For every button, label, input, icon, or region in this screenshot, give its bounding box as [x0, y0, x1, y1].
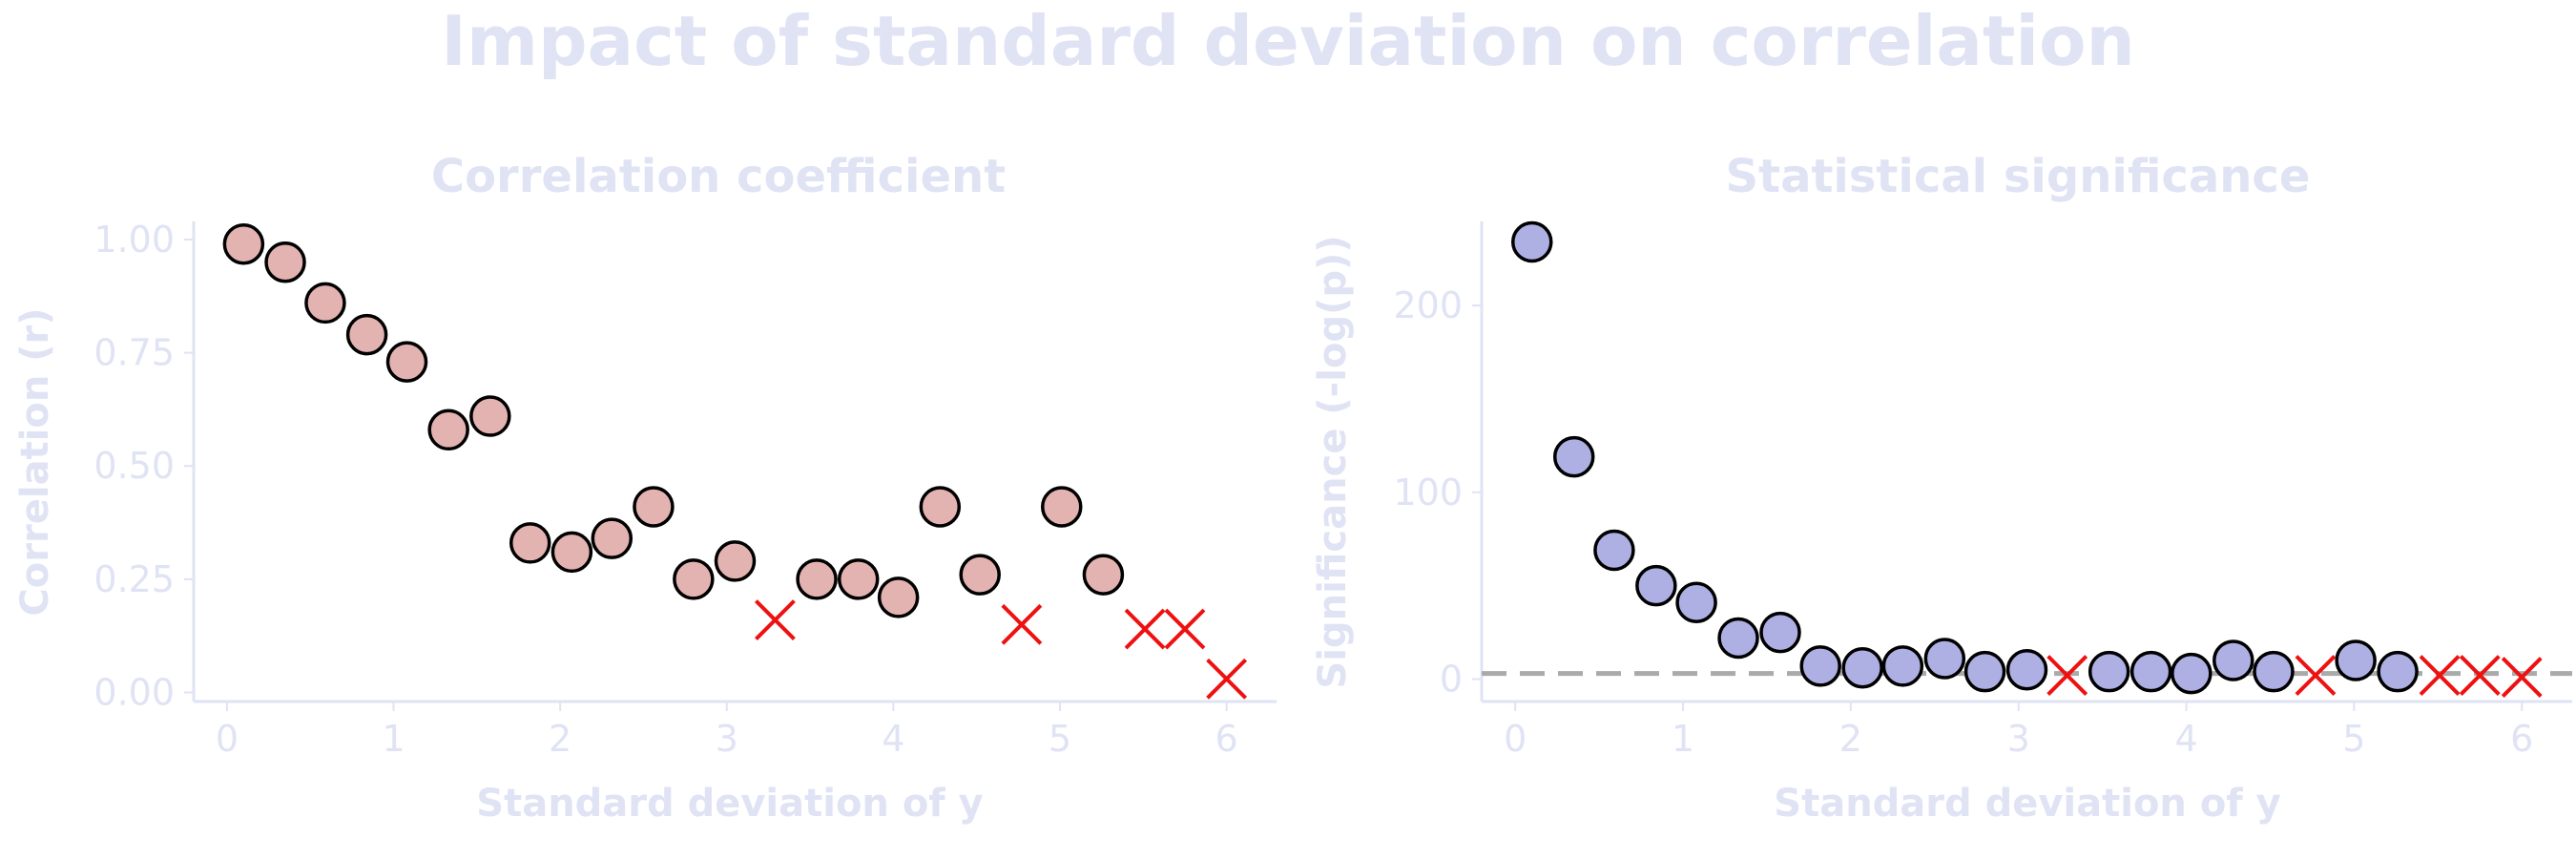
correlation-non-significant-point — [1124, 608, 1166, 650]
correlation-y-tick-label: 0.50 — [93, 445, 175, 487]
correlation-non-significant-point — [1001, 603, 1043, 645]
significance-data-point — [1717, 617, 1759, 660]
correlation-x-tick-label: 0 — [216, 718, 239, 760]
correlation-data-point — [264, 241, 306, 283]
correlation-plot-area: 0 1 2 3 4 5 6 0.00 0.25 0.50 0.75 1.00 — [93, 219, 1277, 760]
significance-non-significant-point — [2459, 655, 2501, 697]
significance-data-point — [1635, 564, 1677, 607]
correlation-y-tick-label: 1.00 — [93, 219, 175, 261]
significance-data-point — [1923, 638, 1966, 680]
correlation-x-tick-label: 1 — [382, 718, 405, 760]
correlation-data-point — [591, 517, 634, 559]
correlation-y-tick-label: 0.75 — [93, 332, 175, 374]
significance-data-point — [1963, 650, 2006, 693]
correlation-data-point — [919, 486, 962, 528]
significance-data-point — [2129, 650, 2172, 693]
significance-x-tick-label: 0 — [1504, 718, 1527, 760]
significance-data-point — [1881, 645, 1924, 687]
figure-title: Impact of standard deviation on correlat… — [441, 1, 2135, 81]
correlation-data-point — [469, 395, 511, 437]
significance-data-point — [2005, 648, 2048, 691]
significance-data-point — [2171, 652, 2212, 695]
correlation-data-point — [714, 540, 757, 582]
significance-data-point — [1511, 220, 1553, 263]
significance-data-point — [1841, 647, 1883, 689]
significance-data-point — [1799, 645, 1841, 687]
significance-non-significant-point — [2295, 655, 2337, 697]
significance-y-tick-label: 200 — [1393, 284, 1463, 326]
correlation-x-tick-label: 6 — [1215, 718, 1238, 760]
correlation-data-point — [304, 282, 346, 325]
significance-x-axis-label: Standard deviation of y — [1774, 782, 2280, 826]
significance-data-point — [2088, 650, 2130, 693]
significance-non-significant-point — [2419, 655, 2461, 697]
significance-y-tick-label: 0 — [1440, 659, 1463, 701]
correlation-panel: Correlation coefficient Standard deviati… — [13, 150, 1277, 826]
correlation-data-point — [633, 486, 675, 528]
significance-panel: Statistical significance Standard deviat… — [1311, 150, 2572, 826]
significance-x-tick-label: 1 — [1672, 718, 1694, 760]
significance-plot-area: 0 1 2 3 4 5 6 0 100 200 — [1393, 220, 2572, 760]
correlation-data-point — [673, 558, 715, 600]
significance-data-point — [2377, 650, 2419, 693]
correlation-data-point — [877, 576, 920, 618]
significance-x-tick-label: 2 — [1839, 718, 1862, 760]
correlation-data-point — [551, 531, 593, 574]
significance-data-point — [2335, 639, 2377, 681]
correlation-y-axis-label: Correlation (r) — [13, 307, 57, 616]
significance-y-tick-label: 100 — [1393, 471, 1463, 513]
correlation-data-point — [427, 409, 469, 451]
correlation-x-tick-label: 5 — [1049, 718, 1071, 760]
significance-non-significant-point — [2501, 657, 2543, 698]
significance-x-tick-label: 5 — [2342, 718, 2365, 760]
significance-data-point — [1675, 581, 1717, 624]
correlation-non-significant-point — [1206, 658, 1248, 700]
correlation-panel-title: Correlation coefficient — [431, 150, 1006, 203]
significance-data-point — [1593, 529, 1635, 572]
correlation-data-point — [222, 222, 265, 265]
significance-x-tick-label: 4 — [2174, 718, 2197, 760]
significance-data-point — [2212, 639, 2254, 681]
correlation-data-point — [1040, 486, 1083, 528]
correlation-non-significant-point — [754, 599, 796, 640]
significance-data-point — [2253, 650, 2295, 693]
correlation-data-point — [796, 558, 838, 600]
significance-y-axis-label: Significance (-log(p)) — [1311, 235, 1355, 688]
correlation-data-point — [837, 558, 880, 600]
significance-x-tick-label: 6 — [2510, 718, 2533, 760]
correlation-data-point — [345, 313, 388, 356]
correlation-data-point — [1082, 554, 1125, 596]
significance-x-tick-label: 3 — [2007, 718, 2030, 760]
significance-data-point — [1552, 435, 1595, 478]
correlation-x-tick-label: 2 — [549, 718, 571, 760]
correlation-data-point — [959, 554, 1001, 596]
correlation-non-significant-point — [1164, 608, 1206, 650]
correlation-x-tick-label: 4 — [882, 718, 904, 760]
significance-panel-title: Statistical significance — [1726, 150, 2311, 203]
correlation-y-tick-label: 0.00 — [93, 672, 175, 714]
correlation-x-tick-label: 3 — [716, 718, 738, 760]
correlation-y-tick-label: 0.25 — [93, 558, 175, 600]
significance-data-point — [1759, 611, 1801, 654]
correlation-x-axis-label: Standard deviation of y — [476, 782, 983, 826]
correlation-data-point — [385, 341, 428, 383]
significance-non-significant-point — [2046, 655, 2088, 697]
correlation-data-point — [509, 522, 551, 564]
